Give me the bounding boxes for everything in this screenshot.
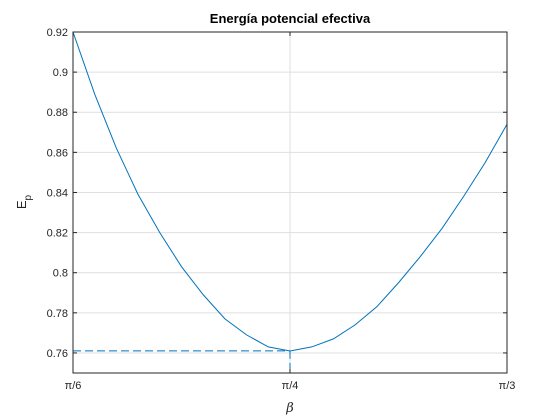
y-axis-label-sub: p [23,194,34,200]
x-axis-label: β [285,401,294,416]
chart-title: Energía potencial efectiva [210,11,371,26]
y-tick-label: 0.82 [47,228,68,240]
x-tick-label: π/3 [499,380,516,392]
y-tick-label: 0.92 [47,27,68,39]
x-tick-labels: π/6 π/4 π/3 [65,380,516,392]
y-tick-label: 0.88 [47,107,68,119]
y-tick-label: 0.78 [47,308,68,320]
y-axis-label: Ep [14,194,34,209]
y-tick-label: 0.9 [53,67,68,79]
svg-text:Ep: Ep [14,194,34,209]
x-tick-label: π/4 [282,380,299,392]
series-line [72,31,508,352]
y-axis-label-main: E [14,200,29,209]
tick-marks [72,31,508,373]
y-tick-label: 0.76 [47,348,68,360]
y-tick-labels: 0.76 0.78 0.8 0.82 0.84 0.86 0.88 0.9 0.92 [47,27,68,360]
y-tick-label: 0.86 [47,147,68,159]
y-tick-label: 0.84 [47,187,68,199]
y-tick-label: 0.8 [53,268,68,280]
x-tick-label: π/6 [65,380,82,392]
